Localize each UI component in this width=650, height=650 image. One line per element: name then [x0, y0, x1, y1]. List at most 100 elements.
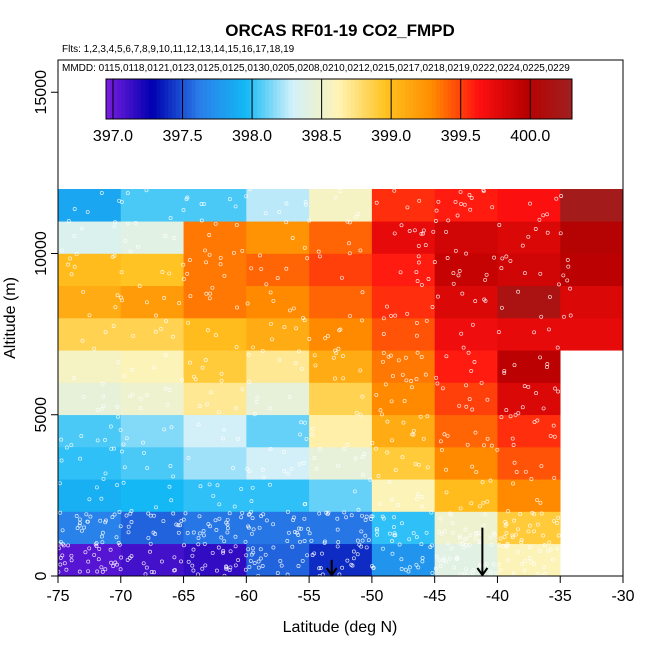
- sample-point: [370, 514, 375, 519]
- sample-point: [277, 357, 282, 362]
- sample-point: [116, 541, 121, 545]
- sample-point: [399, 557, 404, 562]
- sample-point: [396, 358, 401, 363]
- sample-point: [323, 336, 328, 341]
- sample-point: [462, 537, 467, 542]
- sample-point: [413, 461, 418, 466]
- sample-point: [558, 231, 563, 236]
- sample-point: [203, 248, 207, 253]
- sample-point: [121, 442, 126, 447]
- sample-point: [99, 191, 104, 195]
- sample-point: [182, 543, 186, 548]
- sample-point: [353, 456, 358, 461]
- sample-point: [307, 337, 312, 341]
- heatmap-cell: [371, 318, 435, 351]
- sample-point: [59, 437, 64, 442]
- sample-point: [260, 467, 265, 472]
- colorbar-segment: [327, 79, 332, 119]
- sample-point: [213, 221, 218, 226]
- sample-point: [535, 497, 540, 502]
- sample-point: [518, 512, 523, 517]
- sample-point: [233, 204, 238, 209]
- sample-point: [250, 546, 255, 551]
- heatmap-cell: [183, 221, 247, 254]
- sample-point: [125, 557, 130, 562]
- colorbar-segment: [385, 79, 390, 119]
- colorbar-segment: [206, 79, 212, 119]
- sample-point: [505, 541, 510, 546]
- sample-point: [171, 511, 176, 516]
- sample-point: [312, 551, 317, 556]
- sample-point: [556, 515, 561, 520]
- colorbar-segment: [133, 79, 138, 119]
- sample-point: [519, 538, 524, 542]
- sample-point: [297, 462, 302, 467]
- sample-point: [261, 475, 266, 480]
- heatmap-cell: [560, 253, 624, 287]
- colorbar-segment: [443, 79, 449, 119]
- colorbar-segment: [210, 79, 216, 119]
- sample-point: [347, 220, 352, 225]
- heatmap-cell: [434, 447, 498, 480]
- sample-point: [83, 550, 88, 555]
- colorbar-segment: [339, 79, 344, 119]
- x-tick-label: -60: [235, 588, 258, 605]
- sample-point: [222, 539, 227, 544]
- sample-point: [126, 221, 130, 226]
- heatmap-cell: [560, 318, 624, 351]
- colorbar-segment: [366, 79, 371, 119]
- colorbar-segment: [292, 79, 297, 119]
- sample-point: [389, 399, 394, 404]
- sample-point: [257, 253, 262, 258]
- sample-point: [552, 518, 557, 523]
- sample-point: [539, 464, 544, 469]
- sample-point: [423, 243, 428, 248]
- heatmap-cell: [58, 285, 122, 319]
- sample-point: [285, 539, 290, 543]
- sample-point: [236, 558, 241, 563]
- colorbar-segment: [168, 79, 173, 119]
- sample-point: [418, 414, 423, 419]
- sample-point: [368, 517, 373, 521]
- x-tick-label: -35: [549, 588, 572, 605]
- sample-point: [553, 386, 557, 391]
- sample-point: [409, 379, 414, 383]
- sample-point: [464, 542, 469, 547]
- sample-point: [425, 414, 430, 419]
- sample-point: [113, 220, 118, 225]
- heatmap-cell: [246, 479, 310, 512]
- sample-point: [141, 561, 146, 566]
- sample-point: [416, 254, 421, 259]
- sample-point: [532, 420, 537, 425]
- sample-point: [196, 542, 201, 547]
- sample-point: [149, 570, 154, 574]
- sample-point: [410, 432, 415, 437]
- sample-point: [456, 273, 461, 278]
- colorbar-segment: [284, 79, 289, 119]
- sample-point: [554, 196, 559, 201]
- sample-point: [233, 406, 238, 411]
- sample-point: [100, 540, 105, 545]
- sample-point: [492, 532, 497, 537]
- sample-point: [533, 227, 538, 231]
- sample-point: [181, 277, 186, 282]
- sample-point: [137, 284, 142, 289]
- sample-point: [565, 278, 570, 283]
- sample-point: [66, 262, 71, 267]
- sample-point: [282, 450, 287, 455]
- sample-point: [256, 565, 261, 570]
- sample-point: [466, 350, 471, 355]
- heatmap-cell: [434, 479, 498, 512]
- sample-point: [191, 547, 196, 552]
- sample-point: [302, 245, 307, 250]
- colorbar-segment: [187, 79, 192, 119]
- sample-point: [172, 555, 177, 560]
- sample-point: [69, 553, 74, 558]
- colorbar-segment: [521, 79, 526, 119]
- sample-point: [568, 286, 573, 291]
- heatmap-cell: [371, 414, 435, 448]
- sample-point: [299, 526, 304, 531]
- sample-point: [197, 514, 202, 519]
- sample-point: [239, 515, 244, 520]
- sample-point: [318, 566, 323, 571]
